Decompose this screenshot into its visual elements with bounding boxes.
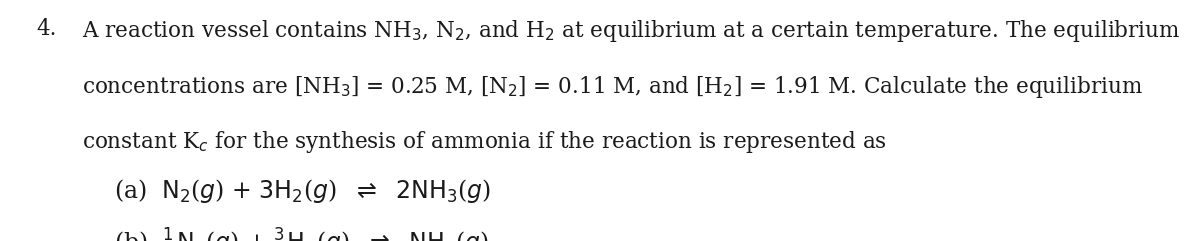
- Text: (a)  $\mathrm{N_2}$($g$) + $3\mathrm{H_2}$($g$)  $\rightleftharpoons$  $2\mathrm: (a) $\mathrm{N_2}$($g$) + $3\mathrm{H_2}…: [114, 177, 491, 205]
- Text: A reaction vessel contains NH$_3$, N$_2$, and H$_2$ at equilibrium at a certain : A reaction vessel contains NH$_3$, N$_2$…: [82, 18, 1180, 44]
- Text: concentrations are [NH$_3$] = 0.25 M, [N$_2$] = 0.11 M, and [H$_2$] = 1.91 M. Ca: concentrations are [NH$_3$] = 0.25 M, [N…: [82, 74, 1142, 100]
- Text: constant K$_c$ for the synthesis of ammonia if the reaction is represented as: constant K$_c$ for the synthesis of ammo…: [82, 129, 887, 155]
- Text: (b)  $\frac{1}{2}\mathrm{N_2}$($g$) + $\frac{3}{2}\mathrm{H_2}$($g$)  $\rightlef: (b) $\frac{1}{2}\mathrm{N_2}$($g$) + $\f…: [114, 225, 490, 241]
- Text: 4.: 4.: [36, 18, 56, 40]
